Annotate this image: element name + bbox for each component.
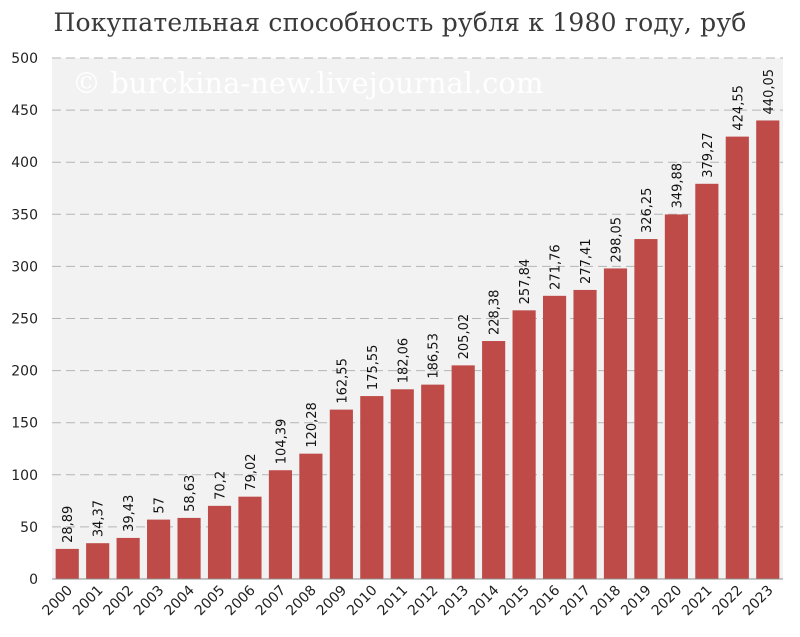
- bar-2003: [147, 519, 171, 579]
- x-tick-label-2000: 2000: [40, 583, 77, 620]
- y-tick-label: 50: [20, 520, 38, 536]
- y-tick-label: 450: [11, 103, 38, 119]
- bar-2014: [482, 341, 506, 579]
- data-label-2002: 39,43: [122, 495, 137, 532]
- chart-title: Покупательная способность рубля к 1980 г…: [53, 8, 747, 37]
- bar-2018: [603, 268, 628, 579]
- data-label-2019: 326,25: [640, 188, 655, 234]
- x-tick-label-2013: 2013: [436, 583, 473, 620]
- bar-2004: [177, 517, 201, 579]
- gridlines: [52, 57, 783, 528]
- x-tick-label-2023: 2023: [740, 583, 777, 620]
- bar-2007: [268, 470, 293, 579]
- x-tick-label-2004: 2004: [161, 582, 198, 619]
- y-tick-label: 150: [11, 416, 38, 432]
- bar-2020: [664, 214, 688, 579]
- x-tick-label-2010: 2010: [344, 583, 381, 620]
- x-tick-label-2009: 2009: [314, 583, 351, 620]
- bars: [55, 120, 780, 580]
- data-label-2023: 440,05: [762, 69, 777, 115]
- x-tick-label-2014: 2014: [466, 582, 503, 619]
- data-label-2007: 104,39: [274, 419, 289, 465]
- x-tick-label-2003: 2003: [131, 583, 168, 620]
- bar-2012: [421, 384, 445, 579]
- data-label-2005: 70,2: [214, 471, 229, 500]
- bar-2005: [207, 505, 232, 579]
- y-tick-label: 500: [11, 51, 38, 67]
- data-label-2014: 228,38: [488, 290, 503, 336]
- data-label-2004: 58,63: [183, 475, 198, 512]
- bar-2009: [329, 409, 353, 579]
- data-label-2006: 79,02: [244, 453, 259, 490]
- data-label-2008: 120,28: [305, 402, 320, 448]
- bar-2008: [299, 453, 323, 579]
- bar-2000: [55, 548, 79, 579]
- data-label-2010: 175,55: [366, 345, 381, 391]
- x-tick-label-2015: 2015: [496, 583, 533, 620]
- bar-2013: [451, 365, 475, 579]
- y-tick-label: 250: [11, 312, 38, 328]
- y-tick-label: 350: [11, 207, 38, 223]
- y-tick-label: 300: [11, 259, 38, 275]
- data-label-2009: 162,55: [335, 358, 350, 404]
- x-tick-label-2021: 2021: [679, 583, 716, 620]
- x-tick-label-2007: 2007: [253, 583, 290, 620]
- data-label-2013: 205,02: [457, 314, 472, 360]
- y-tick-label: 200: [11, 364, 38, 380]
- bar-2011: [390, 389, 414, 579]
- data-label-2020: 349,88: [670, 163, 685, 209]
- bar-2021: [695, 183, 719, 579]
- data-labels: 28,89 34,37 39,43 57 58,63 70,2 79,02 104,39 120…: [61, 69, 777, 543]
- x-tick-label-2022: 2022: [710, 583, 747, 620]
- data-label-2017: 277,41: [579, 238, 594, 284]
- x-tick-label-2005: 2005: [192, 583, 229, 620]
- data-label-2001: 34,37: [92, 500, 107, 537]
- x-tick-label-2020: 2020: [649, 583, 686, 620]
- data-label-2003: 57: [153, 497, 168, 514]
- y-axis: 0 50 100 150 200 250 300 350 400 450 500: [11, 51, 38, 588]
- bar-2015: [512, 310, 536, 579]
- bar-2001: [86, 543, 110, 579]
- bar-2019: [634, 239, 658, 580]
- bar-2006: [238, 496, 262, 579]
- bar-2002: [116, 537, 140, 579]
- bar-2022: [725, 136, 749, 579]
- x-tick-label-2001: 2001: [70, 583, 107, 620]
- data-label-2000: 28,89: [61, 506, 76, 543]
- data-label-2012: 186,53: [427, 333, 442, 379]
- x-tick-label-2017: 2017: [557, 583, 594, 620]
- bar-2023: [756, 120, 780, 580]
- x-tick-label-2008: 2008: [283, 583, 320, 620]
- y-tick-label: 0: [29, 572, 38, 588]
- x-tick-label-2016: 2016: [527, 582, 564, 619]
- bar-2010: [360, 396, 384, 579]
- x-tick-label-2002: 2002: [100, 583, 137, 620]
- bar-2017: [573, 289, 597, 579]
- data-label-2021: 379,27: [701, 132, 716, 178]
- data-label-2016: 271,76: [549, 244, 564, 290]
- watermark-text: © burckina-new.livejournal.com: [72, 66, 543, 100]
- data-label-2022: 424,55: [731, 85, 746, 131]
- data-label-2011: 182,06: [396, 338, 411, 384]
- data-label-2015: 257,84: [518, 259, 533, 305]
- x-tick-label-2012: 2012: [405, 583, 442, 620]
- bar-2016: [542, 295, 567, 579]
- x-tick-label-2011: 2011: [375, 583, 412, 620]
- x-tick-label-2006: 2006: [222, 582, 259, 619]
- y-tick-label: 100: [11, 468, 38, 484]
- x-tick-label-2019: 2019: [618, 583, 655, 620]
- y-tick-label: 400: [11, 155, 38, 171]
- x-tick-label-2018: 2018: [588, 583, 625, 620]
- data-label-2018: 298,05: [609, 217, 624, 263]
- x-axis: 2000200120022003200420052006200720082009…: [40, 582, 777, 619]
